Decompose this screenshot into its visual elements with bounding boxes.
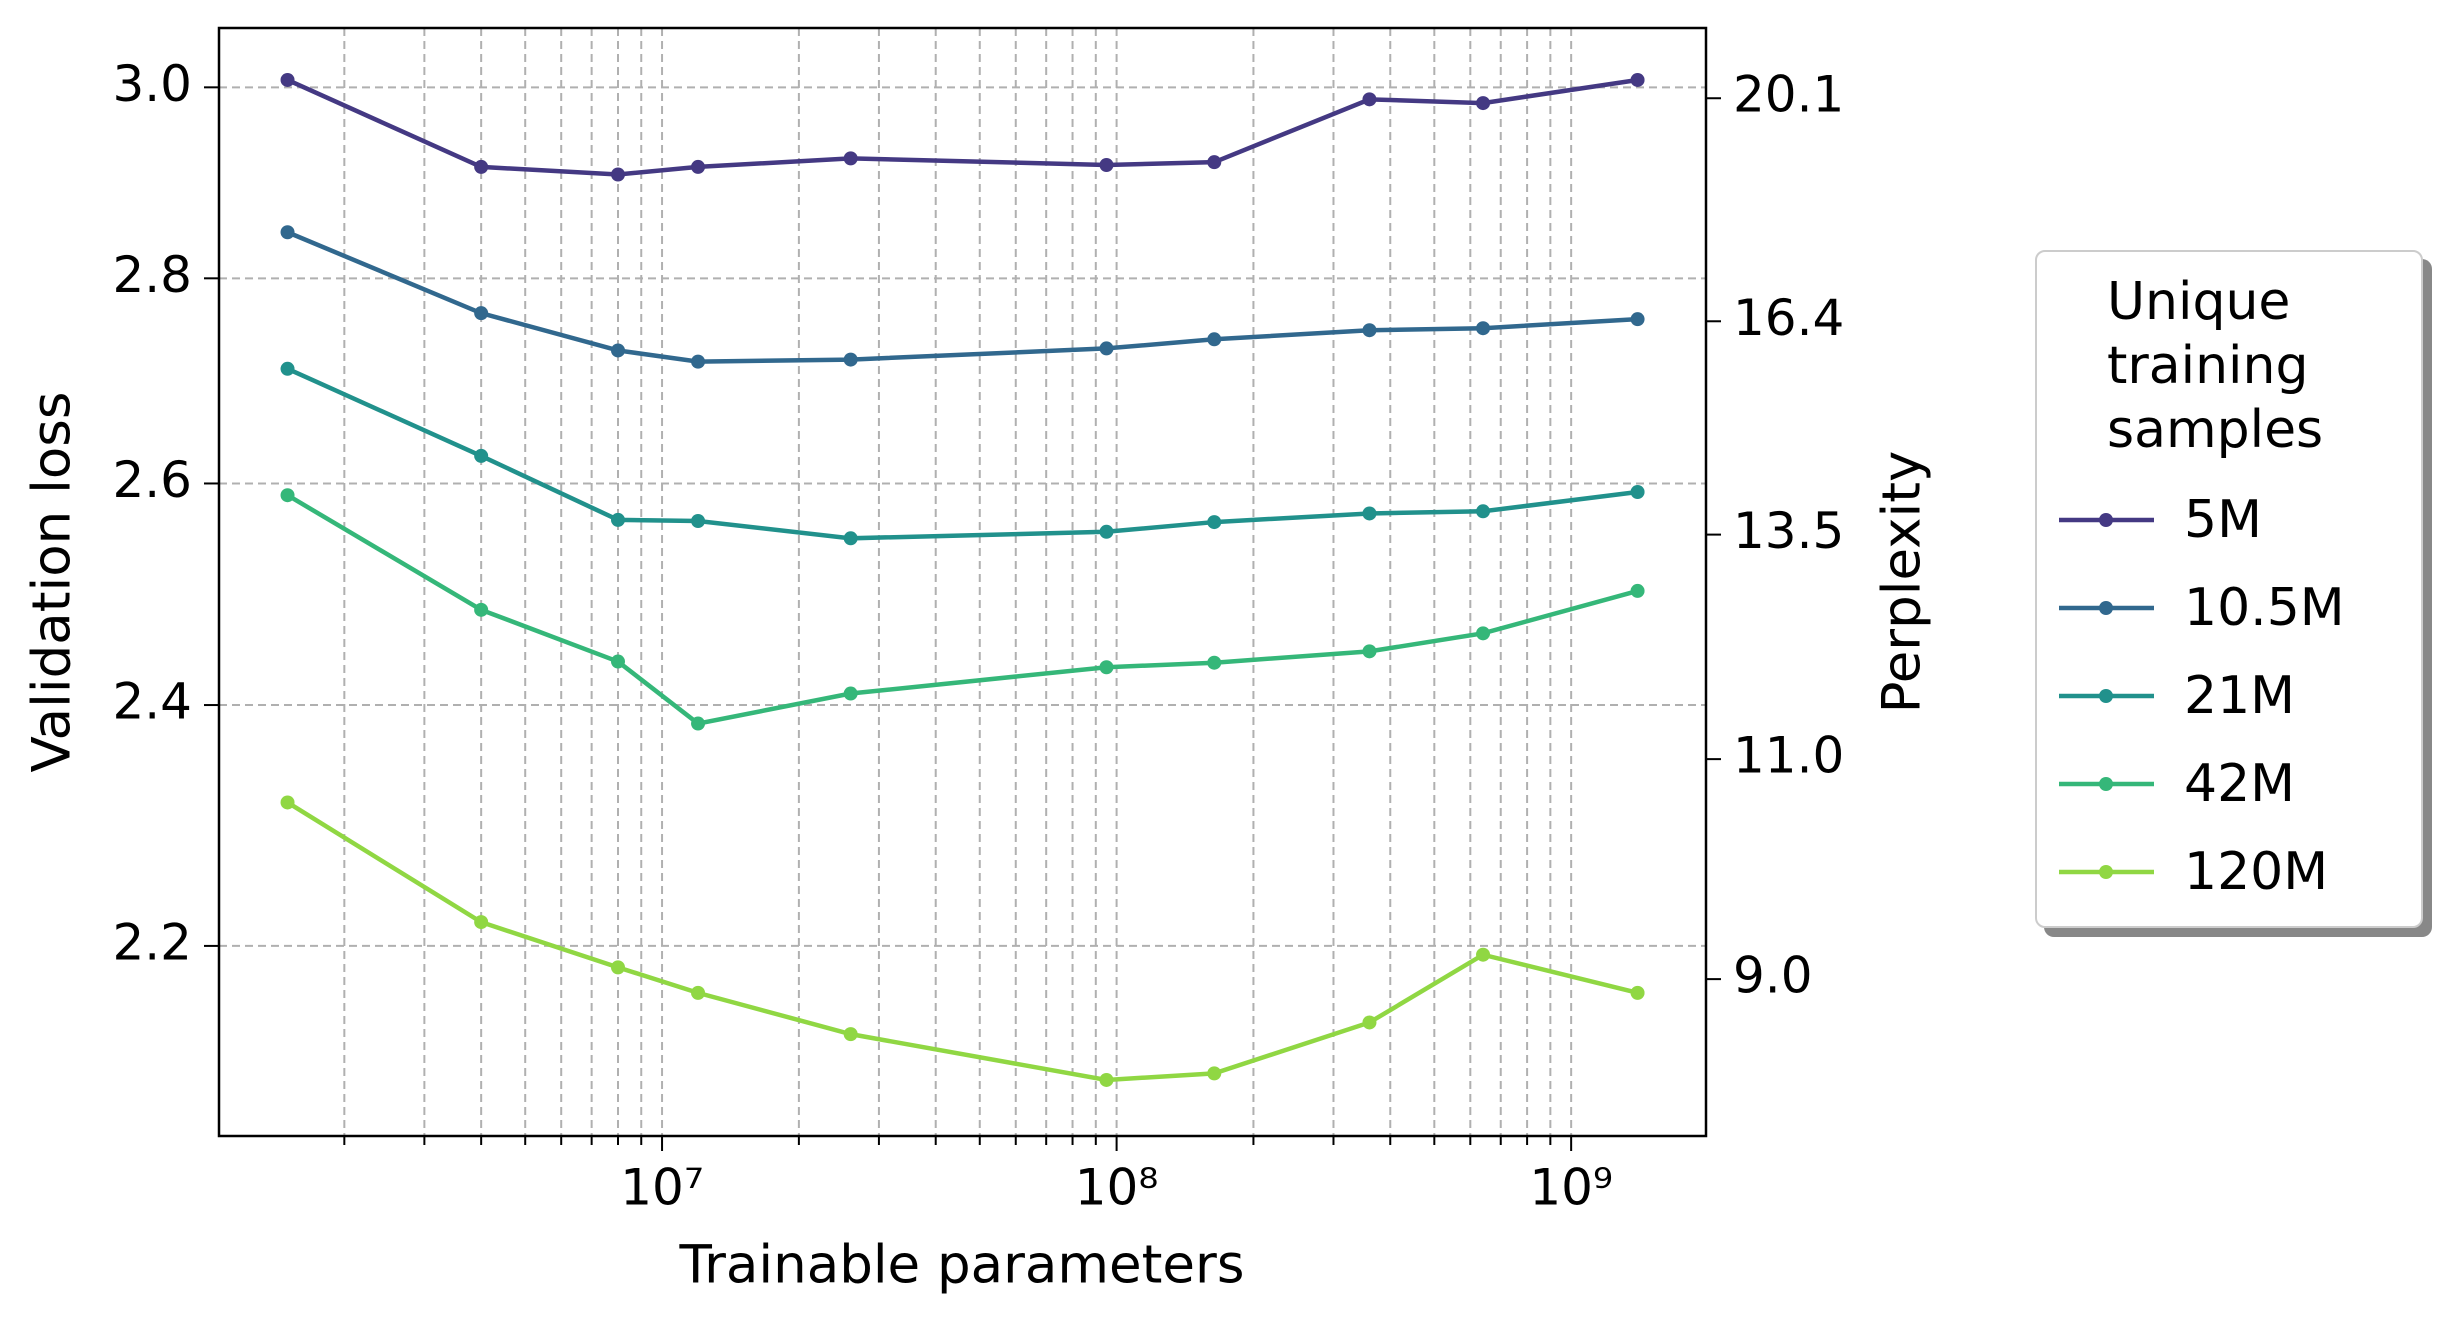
data-point bbox=[610, 654, 625, 669]
data-point bbox=[1207, 655, 1222, 670]
legend-swatch bbox=[2059, 689, 2154, 703]
data-point bbox=[691, 716, 706, 731]
y-tick-label: 2.8 bbox=[112, 246, 192, 304]
data-point bbox=[1099, 1072, 1114, 1087]
series-line bbox=[286, 800, 1639, 1083]
y-tick-label: 2.4 bbox=[112, 673, 192, 731]
data-point bbox=[280, 488, 295, 503]
data-point bbox=[1099, 341, 1114, 356]
data-point bbox=[610, 960, 625, 975]
y-axis-label: Validation loss bbox=[22, 392, 83, 773]
legend: Unique training samples 5M 10.5M 21M 42M 120… bbox=[2035, 250, 2423, 928]
legend-item: 21M bbox=[2037, 652, 2421, 740]
data-point bbox=[280, 795, 295, 810]
data-point bbox=[474, 306, 489, 321]
data-point bbox=[691, 985, 706, 1000]
data-point bbox=[474, 915, 489, 930]
legend-title: Unique training samples bbox=[2107, 272, 2324, 460]
series-line bbox=[286, 230, 1638, 364]
data-point bbox=[1362, 1015, 1377, 1030]
data-point bbox=[1476, 626, 1491, 641]
data-point bbox=[691, 513, 706, 528]
data-point bbox=[1476, 321, 1491, 336]
y2-tick-label: 13.5 bbox=[1733, 502, 1844, 560]
data-point bbox=[1362, 644, 1377, 659]
legend-label: 21M bbox=[2184, 666, 2296, 726]
legend-swatch bbox=[2059, 601, 2154, 615]
series-line bbox=[286, 366, 1638, 541]
legend-marker bbox=[2099, 513, 2113, 527]
data-point bbox=[1630, 312, 1645, 327]
legend-marker bbox=[2099, 601, 2113, 615]
data-point bbox=[280, 225, 295, 240]
data-point bbox=[1099, 660, 1114, 675]
x-tick-label: 10⁷ bbox=[620, 1159, 704, 1217]
data-point bbox=[1362, 506, 1377, 521]
x-tick-label: 10⁹ bbox=[1529, 1159, 1613, 1217]
data-point bbox=[1362, 323, 1377, 338]
data-point bbox=[843, 151, 858, 166]
data-point bbox=[1630, 583, 1645, 598]
data-point bbox=[474, 159, 489, 174]
data-point bbox=[1476, 504, 1491, 519]
y2-axis-label: Perplexity bbox=[1872, 451, 1933, 714]
data-point bbox=[843, 1027, 858, 1042]
x-tick-label: 10⁸ bbox=[1075, 1159, 1159, 1217]
data-point bbox=[474, 602, 489, 617]
data-point bbox=[691, 159, 706, 174]
data-point bbox=[1630, 72, 1645, 87]
data-point bbox=[610, 512, 625, 527]
y2-tick-label: 20.1 bbox=[1733, 66, 1844, 124]
legend-swatch bbox=[2059, 777, 2154, 791]
y-tick-label: 2.2 bbox=[112, 913, 192, 971]
data-point bbox=[691, 354, 706, 369]
data-point bbox=[280, 361, 295, 376]
y2-tick-label: 9.0 bbox=[1733, 947, 1813, 1005]
data-point bbox=[1476, 947, 1491, 962]
data-point bbox=[1099, 524, 1114, 539]
series-line bbox=[286, 493, 1639, 726]
plot-frame bbox=[217, 26, 1708, 1138]
legend-swatch bbox=[2059, 865, 2154, 879]
data-point bbox=[1207, 155, 1222, 170]
legend-swatch bbox=[2059, 513, 2154, 527]
data-point bbox=[610, 167, 625, 182]
legend-marker bbox=[2099, 865, 2113, 879]
legend-label: 42M bbox=[2184, 754, 2296, 814]
y-tick-label: 2.6 bbox=[112, 451, 192, 509]
data-point bbox=[1207, 515, 1222, 530]
data-point bbox=[1362, 92, 1377, 107]
legend-item: 10.5M bbox=[2037, 564, 2421, 652]
data-point bbox=[1099, 158, 1114, 173]
legend-label: 5M bbox=[2184, 490, 2262, 550]
legend-marker bbox=[2099, 777, 2113, 791]
y2-tick-label: 16.4 bbox=[1733, 289, 1844, 347]
data-point bbox=[610, 343, 625, 358]
legend-label: 10.5M bbox=[2184, 578, 2345, 638]
data-point bbox=[1207, 332, 1222, 347]
data-point bbox=[474, 448, 489, 463]
data-point bbox=[843, 352, 858, 367]
legend-item: 42M bbox=[2037, 740, 2421, 828]
data-point bbox=[1630, 485, 1645, 500]
y-tick-label: 3.0 bbox=[112, 55, 192, 113]
data-point bbox=[280, 72, 295, 87]
x-axis-label: Trainable parameters bbox=[679, 1235, 1245, 1296]
legend-item: 5M bbox=[2037, 476, 2421, 564]
y2-tick-label: 11.0 bbox=[1733, 727, 1844, 785]
data-point bbox=[843, 686, 858, 701]
legend-label: 120M bbox=[2184, 842, 2329, 902]
series-line bbox=[286, 77, 1638, 177]
data-point bbox=[1207, 1066, 1222, 1081]
data-point bbox=[843, 531, 858, 546]
data-point bbox=[1630, 985, 1645, 1000]
legend-item: 120M bbox=[2037, 828, 2421, 916]
legend-marker bbox=[2099, 689, 2113, 703]
data-point bbox=[1476, 96, 1491, 111]
